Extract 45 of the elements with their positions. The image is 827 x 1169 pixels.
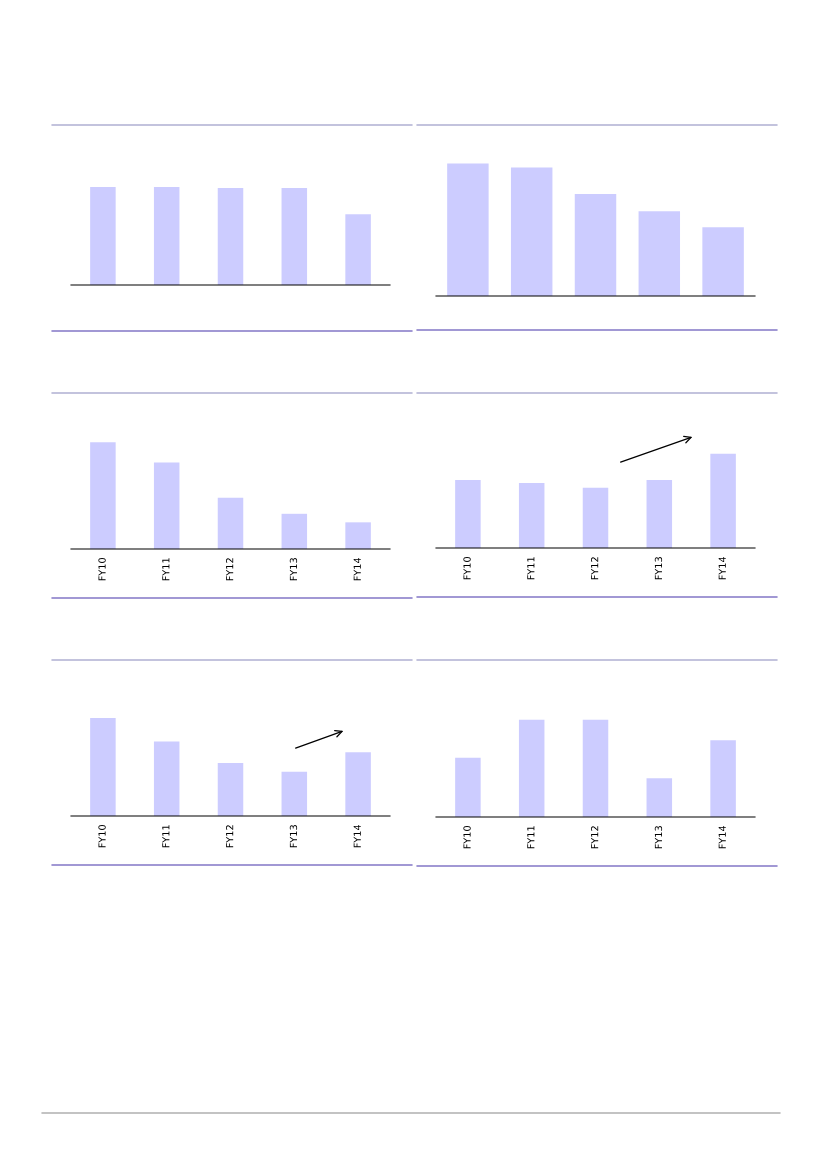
bar <box>638 211 681 296</box>
x-tick-label: FY14 <box>718 556 726 580</box>
bar <box>281 513 308 549</box>
x-tick-label: FY13 <box>289 558 298 581</box>
bar <box>345 522 371 549</box>
x-tick-label: FY10 <box>463 825 471 849</box>
x-tick-label: FY13 <box>654 826 663 849</box>
x-tick-label: FY11 <box>527 557 535 580</box>
x-tick-label: FY13 <box>289 825 298 848</box>
bar <box>510 167 553 296</box>
bar <box>710 740 736 817</box>
x-tick-label: FY12 <box>225 558 234 581</box>
bar <box>217 763 244 816</box>
x-tick-label: FY10 <box>98 824 106 848</box>
bar <box>217 497 244 549</box>
x-tick-label: FY12 <box>225 825 234 848</box>
bar <box>646 480 673 548</box>
x-tick-label: FY11 <box>527 826 535 849</box>
x-tick-label: FY14 <box>718 825 726 849</box>
bar <box>455 757 481 817</box>
x-tick-label: FY14 <box>353 557 361 581</box>
bar <box>447 163 489 296</box>
x-tick-label: FY10 <box>463 556 471 580</box>
bar <box>90 442 116 549</box>
bar <box>582 487 609 548</box>
bar <box>710 453 736 548</box>
bar <box>574 194 617 296</box>
bar <box>646 778 673 817</box>
bar <box>518 482 545 548</box>
bar <box>153 462 180 549</box>
x-tick-label: FY13 <box>654 557 663 580</box>
bar <box>281 771 308 816</box>
bar <box>153 741 180 816</box>
bar <box>702 227 744 296</box>
x-tick-label: FY11 <box>162 825 170 848</box>
bar <box>345 752 371 816</box>
bar <box>582 719 609 817</box>
x-tick-label: FY12 <box>590 557 599 580</box>
x-tick-label: FY10 <box>98 557 106 581</box>
x-tick-label: FY11 <box>162 558 170 581</box>
x-tick-label: FY12 <box>590 826 599 849</box>
bar <box>90 717 116 816</box>
bar <box>518 719 545 817</box>
bar <box>455 480 481 548</box>
x-tick-label: FY14 <box>353 824 361 848</box>
